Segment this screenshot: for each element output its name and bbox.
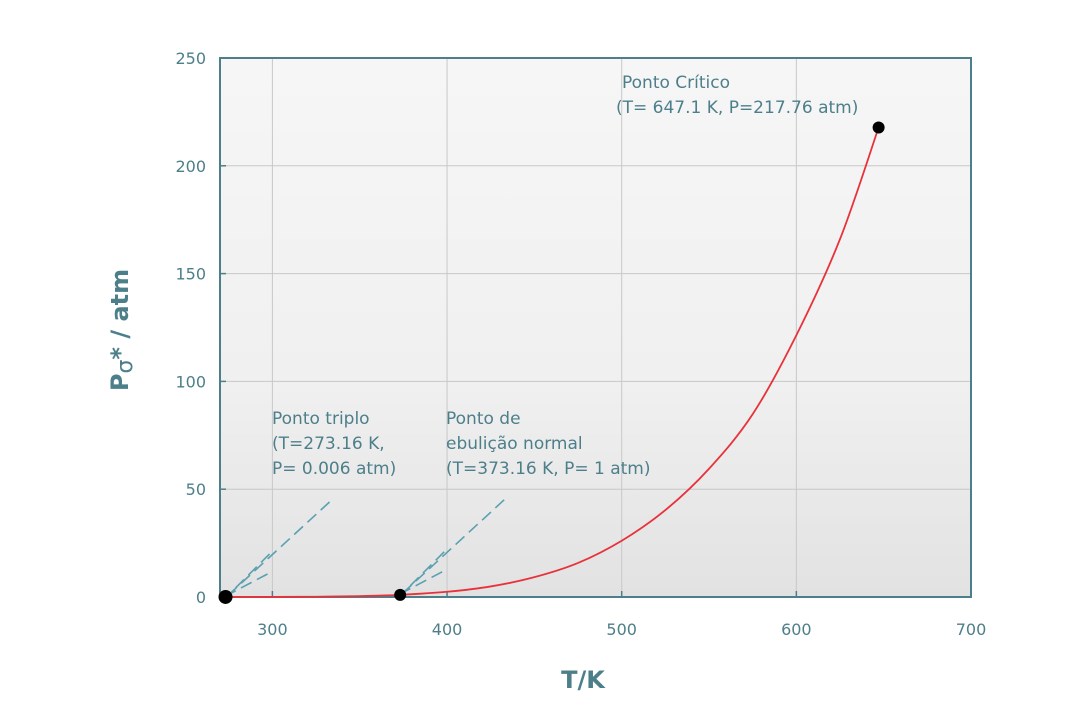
vapor-pressure-curve [225,127,880,598]
triple-point-arrow [229,573,268,595]
boiling-point-arrow [403,499,505,593]
y-tick-label: 100 [175,372,206,391]
plot-frame [219,57,972,598]
x-tick-label: 600 [781,620,812,639]
triple-point-label: Ponto triplo [272,409,370,429]
boiling-point-arrow [403,551,445,593]
boiling-point-label: (T=373.16 K, P= 1 atm) [446,459,651,479]
y-tick-label: 150 [175,265,206,284]
y-tick-label: 200 [175,157,206,176]
boiling-point-marker [394,588,407,601]
triple-point-marker [218,589,233,604]
y-tick-label: 0 [196,588,206,607]
x-tick-label: 700 [956,620,987,639]
y-axis-label: Pσ* / atm [106,269,138,391]
y-tick-label: 250 [175,49,206,68]
triple-point-arrow [228,501,331,595]
triple-point-label: P= 0.006 atm) [272,459,396,479]
triple-point-label: (T=273.16 K, [272,434,385,454]
critical-point-label: (T= 647.1 K, P=217.76 atm) [616,98,858,118]
boiling-point-label: ebulição normal [446,434,583,454]
y-tick-label: 50 [186,480,206,499]
boiling-point-arrow [403,571,443,593]
x-tick-label: 500 [606,620,637,639]
x-tick-label: 300 [257,620,288,639]
plot-area [220,58,971,597]
x-tick-label: 400 [432,620,463,639]
triple-point-arrow [228,553,271,595]
critical-point-label: Ponto Crítico [622,73,730,93]
x-axis-label: T/K [561,666,606,694]
boiling-point-label: Ponto de [446,409,521,429]
critical-point-marker [872,121,885,134]
